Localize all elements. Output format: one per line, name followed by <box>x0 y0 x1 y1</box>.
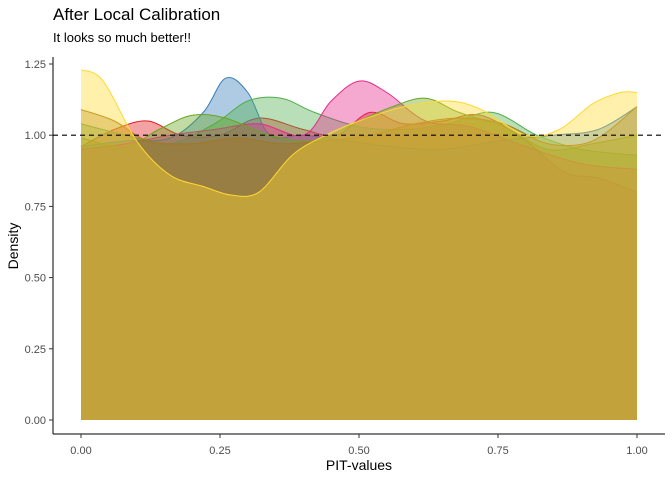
y-axis-title: Density <box>5 223 21 270</box>
density-area-3 <box>81 97 637 420</box>
chart-title: After Local Calibration <box>53 5 220 24</box>
density-area-6 <box>81 106 637 420</box>
x-tick-label: 0.25 <box>209 445 230 457</box>
y-axis-ticks: 0.00 0.25 0.50 0.75 1.00 1.25 <box>25 59 53 427</box>
y-tick-label: 0.25 <box>25 344 46 356</box>
density-areas <box>80 69 638 420</box>
y-tick-label: 0.50 <box>25 273 46 285</box>
x-tick-label: 0.75 <box>487 445 508 457</box>
density-area-2 <box>81 77 637 420</box>
x-tick-label: 0.00 <box>70 445 91 457</box>
chart-subtitle: It looks so much better!! <box>53 30 191 45</box>
x-tick-label: 1.00 <box>626 445 647 457</box>
x-tick-label: 0.50 <box>348 445 369 457</box>
y-tick-label: 0.75 <box>25 201 46 213</box>
density-area-4 <box>81 80 637 420</box>
x-axis-title: PIT-values <box>326 457 392 473</box>
x-axis-ticks: 0.00 0.25 0.50 0.75 1.00 <box>70 434 648 457</box>
density-curve-7 <box>80 69 638 197</box>
y-tick-label: 1.25 <box>25 59 46 71</box>
y-tick-label: 1.00 <box>25 130 46 142</box>
density-area-7 <box>81 69 637 420</box>
y-tick-label: 0.00 <box>25 415 46 427</box>
density-curve-3 <box>80 96 638 156</box>
density-curve-6 <box>80 106 638 147</box>
density-area-5 <box>81 98 637 420</box>
density-area-1 <box>81 112 637 420</box>
